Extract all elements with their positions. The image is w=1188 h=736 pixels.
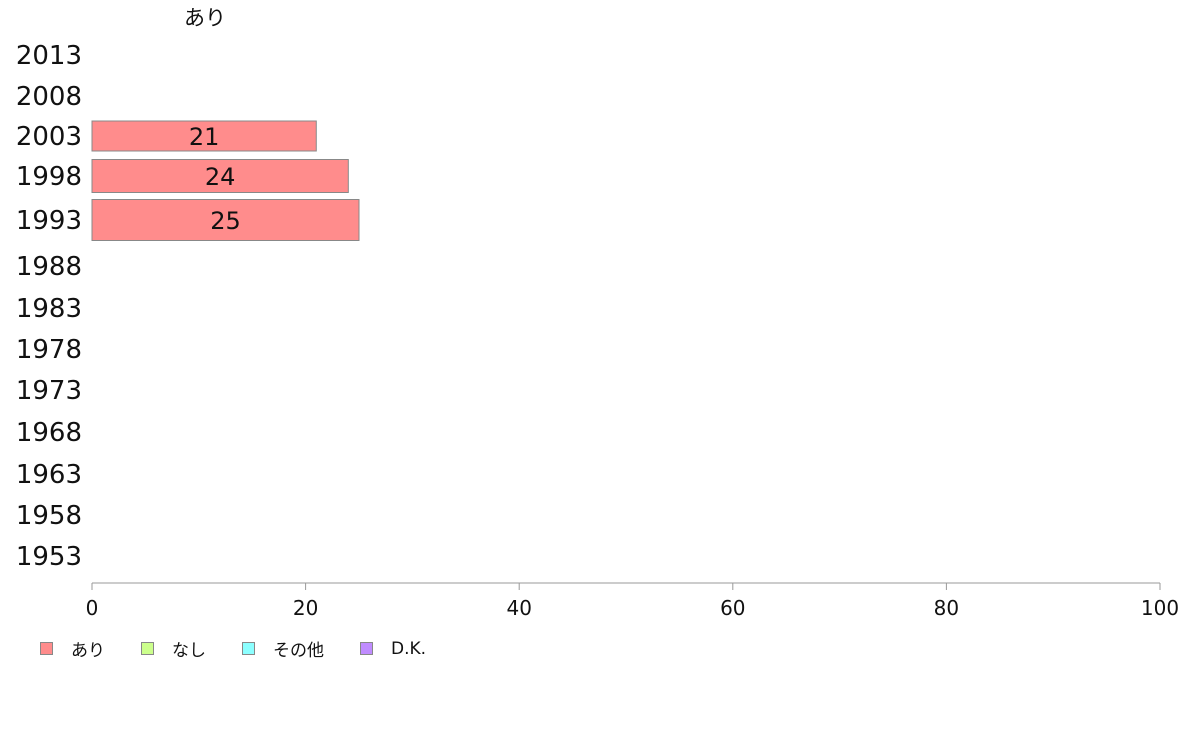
legend-label: D.K.	[391, 638, 427, 659]
column-header: あり	[184, 6, 226, 30]
legend-label: なし	[172, 641, 206, 661]
y-category-label: 1963	[16, 460, 82, 490]
y-category-label: 1998	[16, 162, 82, 192]
y-category-label: 1953	[16, 542, 82, 572]
legend-label: あり	[71, 641, 105, 661]
y-category-label: 1993	[16, 206, 82, 236]
y-category-label: 2008	[16, 82, 82, 112]
y-category-label: 1983	[16, 294, 82, 324]
x-tick-label: 40	[506, 596, 531, 620]
y-category-label: 2003	[16, 122, 82, 152]
bar-value-label: 21	[189, 123, 220, 151]
legend-item: あり	[40, 636, 105, 661]
bar-value-label: 24	[205, 163, 236, 191]
legend-swatch	[360, 642, 373, 655]
x-tick-label: 100	[1141, 596, 1179, 620]
legend-swatch	[242, 642, 255, 655]
bar-2003	[91, 120, 317, 152]
y-category-label: 1968	[16, 418, 82, 448]
legend-item: その他	[242, 636, 324, 661]
bar-1993	[91, 199, 360, 241]
y-category-label: 1988	[16, 252, 82, 282]
y-category-label: 2013	[16, 41, 82, 71]
x-tick-label: 20	[293, 596, 318, 620]
x-tick-label: 80	[934, 596, 959, 620]
y-category-label: 1973	[16, 376, 82, 406]
legend-item: なし	[141, 636, 206, 661]
bar-value-label: 25	[210, 207, 241, 235]
chart-canvas: あり 2013 2008 2003 1998 1993 1988 1983 1978 1973 1…	[16, 6, 1179, 620]
x-tick-label: 0	[86, 596, 99, 620]
y-category-label: 1978	[16, 335, 82, 365]
legend: あり なし その他 D.K.	[40, 636, 462, 661]
legend-swatch	[141, 642, 154, 655]
legend-item: D.K.	[360, 639, 426, 659]
legend-label: その他	[273, 641, 324, 661]
legend-swatch	[40, 642, 53, 655]
x-tick-label: 60	[720, 596, 745, 620]
bar-1998	[91, 159, 349, 193]
y-category-label: 1958	[16, 501, 82, 531]
